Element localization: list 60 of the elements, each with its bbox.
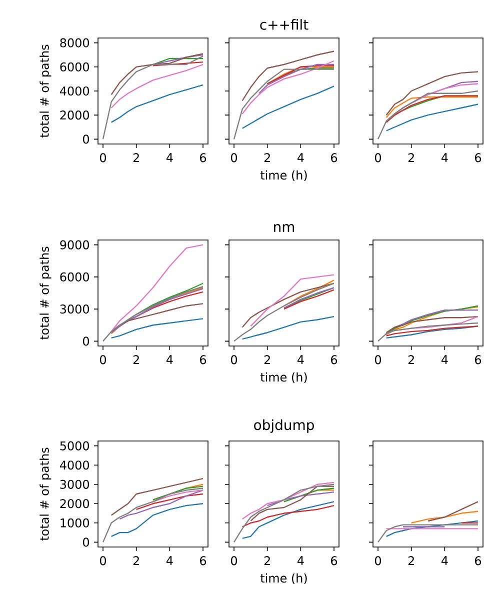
x-tick-label: 2: [264, 556, 270, 566]
y-tick-label: 6000: [60, 272, 90, 282]
y-tick-label: 0: [82, 134, 90, 144]
y-tick-label: 2000: [60, 499, 90, 508]
y-tick-label: 4000: [60, 86, 90, 96]
y-tick-label: 6000: [60, 62, 90, 72]
x-tick-label: 6: [475, 355, 482, 364]
x-axis-title: time (h): [260, 573, 307, 584]
chart-title: c++filt: [260, 19, 308, 30]
x-tick-label: 6: [475, 556, 482, 566]
x-tick-label: 0: [230, 355, 238, 364]
x-tick-label: 2: [133, 556, 139, 566]
x-tick-label: 0: [374, 556, 382, 566]
x-tick-label: 4: [166, 153, 173, 162]
y-tick-label: 8000: [60, 38, 90, 48]
chart-title: objdump: [254, 419, 314, 433]
x-tick-label: 4: [441, 355, 448, 364]
x-tick-label: 2: [133, 355, 139, 364]
x-tick-label: 6: [331, 556, 338, 566]
y-tick-label: 3000: [60, 304, 90, 314]
x-tick-label: 6: [331, 355, 338, 364]
x-tick-label: 4: [297, 153, 304, 162]
y-axis-title: total # of paths: [40, 44, 52, 138]
x-tick-label: 2: [133, 153, 139, 162]
x-tick-label: 6: [200, 556, 206, 566]
x-tick-label: 4: [166, 355, 173, 364]
x-tick-label: 0: [230, 153, 238, 162]
x-tick-label: 0: [374, 153, 382, 162]
y-tick-label: 4000: [60, 460, 90, 470]
x-tick-label: 0: [230, 556, 238, 566]
x-axis-title: time (h): [260, 170, 307, 182]
x-tick-label: 0: [100, 556, 106, 566]
x-tick-label: 0: [100, 153, 106, 162]
x-tick-label: 0: [100, 355, 106, 364]
x-tick-label: 4: [297, 556, 304, 565]
y-axis-title: total # of paths: [40, 448, 52, 541]
x-tick-label: 4: [441, 153, 448, 162]
x-tick-label: 2: [408, 355, 414, 364]
x-axis-title: time (h): [260, 372, 307, 384]
y-tick-label: 3000: [60, 480, 90, 489]
x-tick-label: 2: [264, 355, 270, 364]
x-tick-label: 4: [297, 355, 304, 364]
x-tick-label: 4: [166, 556, 173, 565]
y-tick-label: 9000: [60, 240, 90, 250]
x-tick-label: 2: [408, 556, 414, 566]
y-tick-label: 0: [82, 538, 90, 547]
y-tick-label: 2000: [60, 110, 90, 120]
chart-title: nm: [274, 224, 294, 232]
x-tick-label: 2: [408, 153, 414, 162]
x-tick-label: 0: [374, 355, 382, 364]
x-tick-label: 4: [441, 556, 448, 565]
x-tick-label: 6: [200, 153, 206, 162]
x-tick-label: 2: [264, 153, 270, 162]
x-tick-label: 6: [475, 153, 482, 162]
x-tick-label: 6: [200, 355, 206, 364]
x-tick-label: 6: [331, 153, 338, 162]
y-tick-label: 1000: [60, 518, 90, 528]
y-tick-label: 5000: [60, 441, 90, 450]
y-tick-label: 0: [82, 336, 90, 346]
y-axis-title: total # of paths: [40, 246, 52, 340]
